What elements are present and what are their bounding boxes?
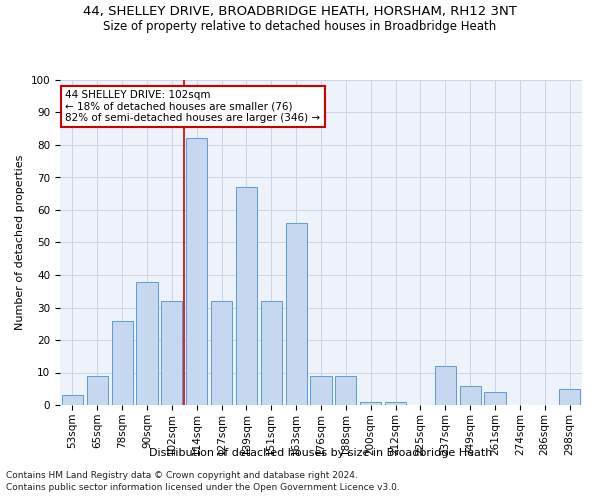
Bar [360,402,381,405]
Bar [460,386,481,405]
Y-axis label: Number of detached properties: Number of detached properties [15,155,25,330]
Bar [435,366,456,405]
Text: Contains public sector information licensed under the Open Government Licence v3: Contains public sector information licen… [6,484,400,492]
Bar [211,301,232,405]
Bar [161,301,182,405]
Bar [310,376,332,405]
Bar [484,392,506,405]
Text: 44 SHELLEY DRIVE: 102sqm
← 18% of detached houses are smaller (76)
82% of semi-d: 44 SHELLEY DRIVE: 102sqm ← 18% of detach… [65,90,320,123]
Bar [87,376,108,405]
Bar [186,138,207,405]
Text: Contains HM Land Registry data © Crown copyright and database right 2024.: Contains HM Land Registry data © Crown c… [6,471,358,480]
Bar [385,402,406,405]
Bar [261,301,282,405]
Bar [112,320,133,405]
Text: Distribution of detached houses by size in Broadbridge Heath: Distribution of detached houses by size … [149,448,493,458]
Text: 44, SHELLEY DRIVE, BROADBRIDGE HEATH, HORSHAM, RH12 3NT: 44, SHELLEY DRIVE, BROADBRIDGE HEATH, HO… [83,5,517,18]
Text: Size of property relative to detached houses in Broadbridge Heath: Size of property relative to detached ho… [103,20,497,33]
Bar [286,223,307,405]
Bar [62,395,83,405]
Bar [335,376,356,405]
Bar [136,282,158,405]
Bar [236,187,257,405]
Bar [559,389,580,405]
